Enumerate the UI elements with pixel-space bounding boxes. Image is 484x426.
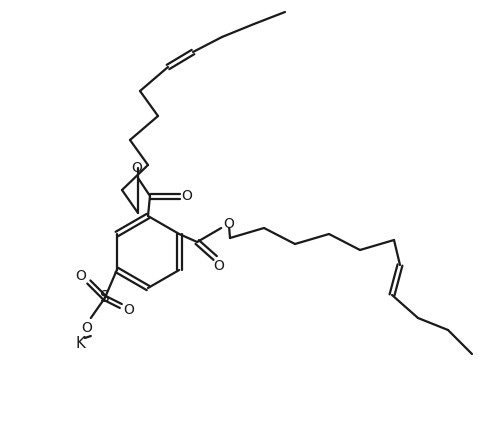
Text: O: O [223,217,234,231]
Text: S: S [100,291,109,305]
Text: K: K [76,337,86,351]
Text: O: O [181,189,192,203]
Text: O: O [75,269,86,283]
Text: O: O [123,303,134,317]
Text: O: O [131,161,142,175]
Text: O: O [81,321,92,335]
Text: O: O [213,259,224,273]
